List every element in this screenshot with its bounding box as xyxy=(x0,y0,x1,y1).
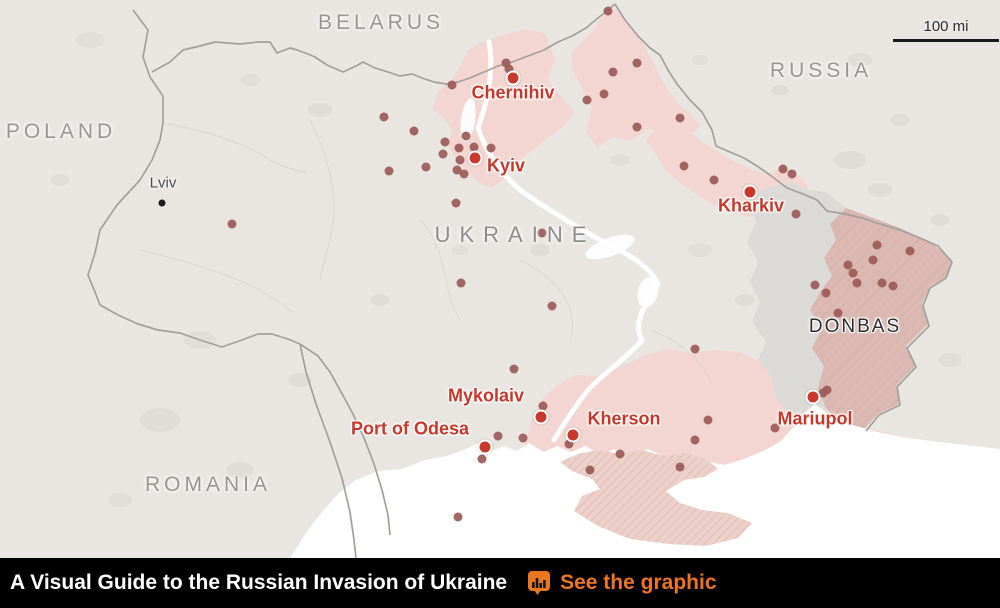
strike-location-dot xyxy=(379,112,389,122)
strike-location-dot xyxy=(778,164,788,174)
city-dot-kherson xyxy=(565,427,581,443)
strike-location-dot xyxy=(504,64,514,74)
strike-location-dot xyxy=(833,308,843,318)
country-label-belarus: BELARUS xyxy=(317,11,445,34)
strike-location-dot xyxy=(547,301,557,311)
graphic-promo-banner: A Visual Guide to the Russian Invasion o… xyxy=(0,558,1000,608)
strike-location-dot xyxy=(603,6,613,16)
strike-location-dot xyxy=(888,281,898,291)
country-label-poland: POLAND xyxy=(5,120,117,143)
strike-location-dot xyxy=(632,58,642,68)
country-borders xyxy=(87,3,953,558)
strike-location-dot xyxy=(905,246,915,256)
bar-chart-bubble-icon xyxy=(527,570,551,596)
city-dot-mariupol xyxy=(805,389,821,405)
strike-location-dot xyxy=(518,433,528,443)
strike-location-dot xyxy=(585,465,595,475)
scale-bar: 100 mi xyxy=(893,18,999,42)
city-label-kherson: Kherson xyxy=(587,408,661,429)
strike-location-dot xyxy=(486,143,496,153)
strike-location-dot xyxy=(615,449,625,459)
strike-location-dot xyxy=(461,131,471,141)
city-dot-mykolaiv xyxy=(533,409,549,425)
strike-location-dot xyxy=(564,439,574,449)
strike-location-dot xyxy=(608,67,618,77)
strike-location-dot xyxy=(679,161,689,171)
strike-location-dot xyxy=(454,143,464,153)
admin-borders xyxy=(139,119,711,381)
strike-location-dot xyxy=(868,255,878,265)
strike-location-dot xyxy=(447,80,457,90)
strike-location-dot xyxy=(770,423,780,433)
city-label-lviv: Lviv xyxy=(149,174,177,192)
strike-location-dot xyxy=(848,268,858,278)
country-label-romania: ROMANIA xyxy=(144,473,272,496)
city-label-port-of-odesa: Port of Odesa xyxy=(350,418,470,439)
strike-location-dot xyxy=(599,89,609,99)
strike-location-dot xyxy=(582,95,592,105)
city-label-kyiv: Kyiv xyxy=(486,155,526,176)
strike-location-dot xyxy=(791,209,801,219)
strike-location-dot xyxy=(451,198,461,208)
strike-location-dot xyxy=(456,278,466,288)
strike-location-dot xyxy=(877,278,887,288)
city-dot-kyiv xyxy=(467,150,483,166)
strike-location-dot xyxy=(421,162,431,172)
scale-bar-line xyxy=(893,39,999,42)
strike-location-dot xyxy=(409,126,419,136)
ukraine-invasion-map: Chernihiv Kyiv Kharkiv Mykolaiv Port of Odes… xyxy=(0,0,1000,558)
strike-location-dot xyxy=(675,113,685,123)
reservoirs xyxy=(460,98,659,308)
strike-location-dot xyxy=(227,219,237,229)
map-markers-layer: Chernihiv Kyiv Kharkiv Mykolaiv Port of Odes… xyxy=(5,6,915,522)
strike-location-dot xyxy=(453,512,463,522)
strike-location-dot xyxy=(384,166,394,176)
strike-location-dot xyxy=(690,435,700,445)
city-dot-port-of-odesa xyxy=(477,439,493,455)
strike-location-dot xyxy=(632,122,642,132)
strike-location-dot xyxy=(843,260,853,270)
strike-location-dot xyxy=(459,169,469,179)
strike-location-dot xyxy=(440,137,450,147)
strike-location-dot xyxy=(493,431,503,441)
map-base-svg xyxy=(87,3,1000,558)
city-dot-chernihiv xyxy=(505,70,521,86)
region-label-donbas: DONBAS xyxy=(808,316,902,337)
scale-bar-label: 100 mi xyxy=(923,18,969,35)
strike-location-dot xyxy=(455,155,465,165)
strike-location-dot xyxy=(501,58,511,68)
crimea-region xyxy=(560,450,752,546)
strike-location-dot xyxy=(709,175,719,185)
strike-location-dot xyxy=(787,169,797,179)
strike-location-dot xyxy=(438,149,448,159)
strike-location-dot xyxy=(509,364,519,374)
strike-location-dot xyxy=(538,401,548,411)
city-label-mykolaiv: Mykolaiv xyxy=(447,385,525,406)
strike-location-dot xyxy=(469,142,479,152)
strike-location-dot xyxy=(810,280,820,290)
banner-title: A Visual Guide to the Russian Invasion o… xyxy=(10,571,508,594)
city-label-chernihiv: Chernihiv xyxy=(471,82,555,103)
city-label-kharkiv: Kharkiv xyxy=(717,195,785,216)
city-label-mariupol: Mariupol xyxy=(777,408,853,429)
city-dot-kharkiv xyxy=(742,184,758,200)
strike-location-dot xyxy=(703,415,713,425)
strike-location-dot xyxy=(852,278,862,288)
strike-location-dot xyxy=(821,288,831,298)
see-the-graphic-link[interactable]: See the graphic xyxy=(527,570,717,596)
strike-location-dot xyxy=(537,228,547,238)
strike-location-dot xyxy=(452,165,462,175)
strike-location-dot xyxy=(675,462,685,472)
strike-location-dot xyxy=(822,385,832,395)
dnipro-river xyxy=(475,39,661,443)
banner-cta-label: See the graphic xyxy=(560,571,717,594)
country-label-ukraine: UKRAINE xyxy=(434,222,596,247)
country-label-russia: RUSSIA xyxy=(769,59,873,82)
strike-location-dot xyxy=(872,240,882,250)
strike-location-dot xyxy=(477,454,487,464)
city-dot-lviv xyxy=(158,199,166,207)
strike-location-dot xyxy=(690,344,700,354)
